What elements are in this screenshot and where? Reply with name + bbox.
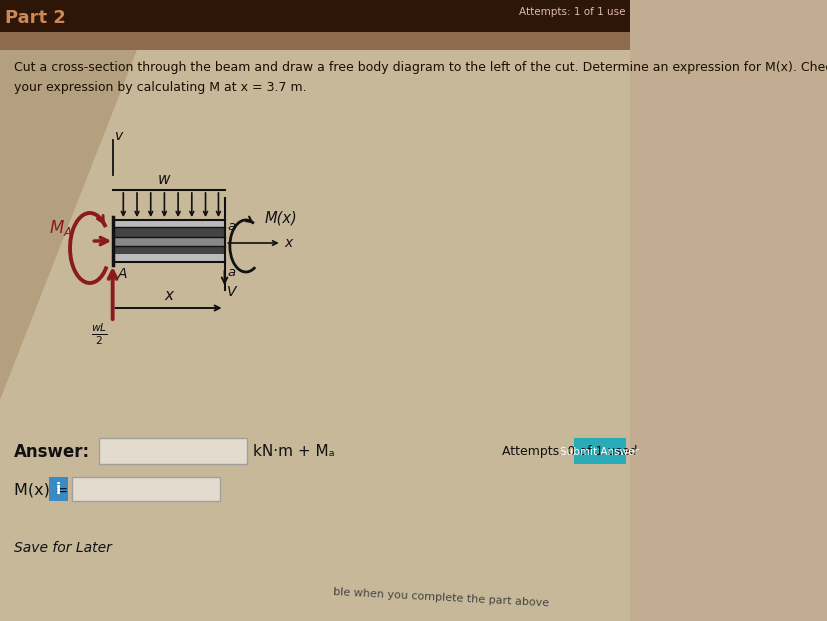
Text: a: a: [227, 266, 236, 278]
Text: Part 2: Part 2: [5, 9, 65, 27]
Text: $\frac{wL}{2}$: $\frac{wL}{2}$: [90, 321, 108, 347]
Bar: [573, 438, 625, 464]
Text: A: A: [117, 267, 127, 281]
Bar: [0, 0, 629, 32]
Text: kN·m + Mₐ: kN·m + Mₐ: [252, 445, 334, 460]
Bar: [112, 246, 224, 254]
Bar: [0, 32, 629, 50]
Text: your expression by calculating M at x = 3.7 m.: your expression by calculating M at x = …: [14, 81, 306, 94]
Text: Attempts: 1 of 1 use: Attempts: 1 of 1 use: [519, 7, 625, 17]
Text: Submit Answer: Submit Answer: [560, 447, 638, 457]
Bar: [112, 220, 224, 227]
Text: w: w: [157, 173, 170, 188]
Text: ble when you complete the part above: ble when you complete the part above: [333, 587, 549, 609]
Text: v: v: [115, 129, 123, 143]
Polygon shape: [0, 50, 136, 400]
Text: V: V: [227, 285, 236, 299]
Bar: [50, 477, 68, 501]
Bar: [112, 254, 224, 262]
Text: $M_A$: $M_A$: [49, 218, 73, 238]
Text: M(x): M(x): [265, 211, 297, 225]
Bar: [71, 477, 220, 501]
Bar: [99, 438, 247, 464]
Text: M(x) =: M(x) =: [14, 483, 68, 497]
Bar: [112, 237, 224, 246]
Text: Answer:: Answer:: [14, 443, 89, 461]
Text: Attempts: 0 of 1 used: Attempts: 0 of 1 used: [502, 445, 637, 458]
Text: x: x: [164, 289, 173, 304]
Bar: [112, 227, 224, 237]
Text: x: x: [284, 236, 292, 250]
Text: i: i: [56, 483, 61, 497]
Text: Save for Later: Save for Later: [14, 541, 112, 555]
Text: a: a: [227, 219, 236, 232]
Text: Cut a cross-section through the beam and draw a free body diagram to the left of: Cut a cross-section through the beam and…: [14, 61, 827, 75]
